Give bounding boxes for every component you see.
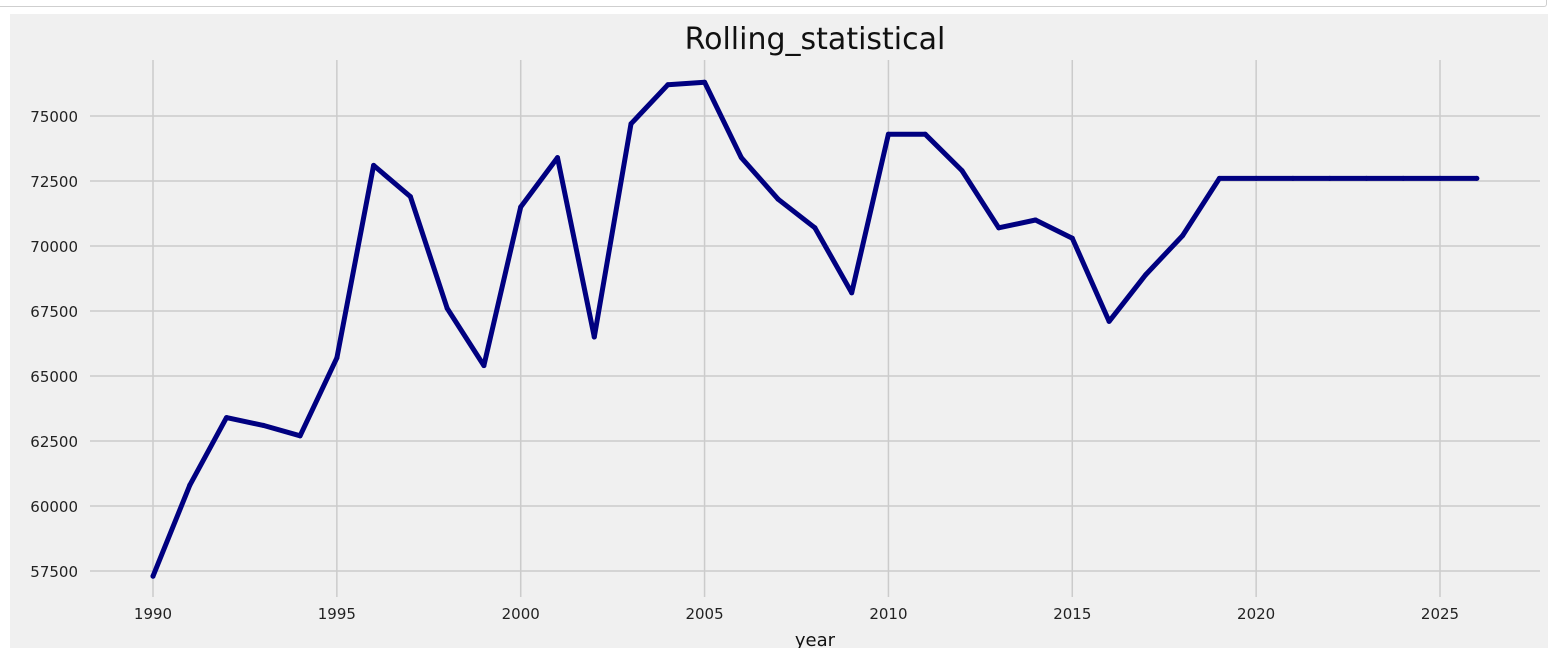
data-point [702,79,708,85]
data-point [334,355,340,361]
data-point [1474,175,1480,181]
data-point [1180,233,1186,239]
y-tick-label: 67500 [30,303,78,321]
y-tick-label: 72500 [30,173,78,191]
x-tick-label: 2000 [502,605,540,623]
y-tick-labels: 57500 60000 62500 65000 67500 70000 72500 75000 [30,108,78,581]
grid-lines [90,60,1540,597]
data-point [1437,175,1443,181]
data-point [444,305,450,311]
data-point [481,363,487,369]
chart-title: Rolling_statistical [685,22,946,57]
data-point [1327,175,1333,181]
data-point [665,82,671,88]
data-point [849,290,855,296]
data-point [1069,235,1075,241]
y-tick-label: 75000 [30,108,78,126]
data-point [224,415,230,421]
data-point [628,121,634,127]
y-tick-label: 57500 [30,563,78,581]
data-point [371,162,377,168]
x-tick-label: 1995 [318,605,356,623]
data-point [1216,175,1222,181]
y-tick-label: 62500 [30,433,78,451]
data-point [1143,272,1149,278]
data-point [1290,175,1296,181]
data-point [1033,217,1039,223]
plot-background [10,14,1548,648]
x-tick-label: 1990 [134,605,172,623]
x-axis-label: year [795,630,836,648]
data-point [775,196,781,202]
data-point [260,422,266,428]
x-tick-label: 2020 [1237,605,1275,623]
x-tick-label: 2025 [1421,605,1459,623]
data-point [297,433,303,439]
x-tick-label: 2010 [869,605,907,623]
data-point [407,194,413,200]
data-point [1400,175,1406,181]
data-point [959,168,965,174]
data-point [554,155,560,161]
data-point [591,334,597,340]
data-point [812,225,818,231]
data-point [1106,318,1112,324]
data-point [1253,175,1259,181]
notebook-cell-border [0,0,1547,7]
data-point [518,204,524,210]
data-point [738,155,744,161]
y-tick-label: 70000 [30,238,78,256]
data-point [150,573,156,579]
y-tick-label: 60000 [30,498,78,516]
x-tick-labels: 1990 1995 2000 2005 2010 2015 2020 2025 [134,605,1459,623]
x-tick-label: 2005 [685,605,723,623]
data-point [885,131,891,137]
data-points [150,79,1480,579]
data-point [996,225,1002,231]
y-tick-label: 65000 [30,368,78,386]
data-point [187,482,193,488]
data-point [922,131,928,137]
data-point [1363,175,1369,181]
x-tick-label: 2015 [1053,605,1091,623]
